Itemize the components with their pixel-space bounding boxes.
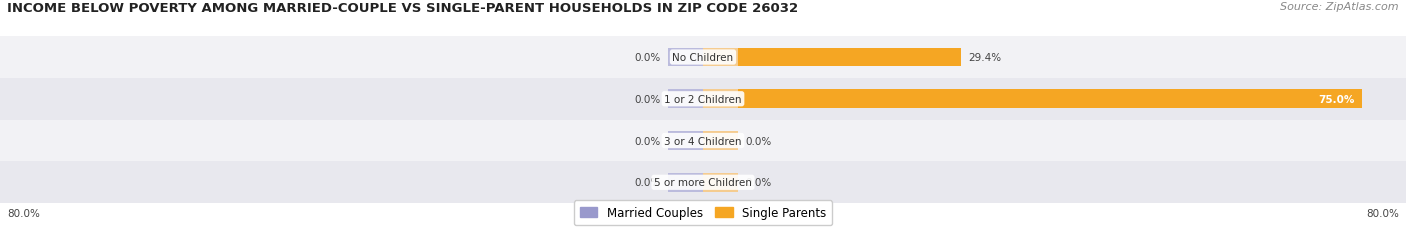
- Legend: Married Couples, Single Parents: Married Couples, Single Parents: [574, 201, 832, 225]
- Text: 80.0%: 80.0%: [7, 208, 39, 218]
- Text: 3 or 4 Children: 3 or 4 Children: [664, 136, 742, 146]
- Text: 0.0%: 0.0%: [745, 177, 772, 188]
- Bar: [0, 162, 1406, 203]
- Text: 0.0%: 0.0%: [634, 94, 661, 104]
- Text: 29.4%: 29.4%: [969, 53, 1001, 63]
- Bar: [0, 79, 1406, 120]
- Text: 0.0%: 0.0%: [634, 177, 661, 188]
- Bar: [703, 131, 738, 150]
- Bar: [668, 131, 703, 150]
- Text: 0.0%: 0.0%: [745, 136, 772, 146]
- Bar: [668, 49, 703, 67]
- Bar: [703, 173, 738, 192]
- Bar: [0, 37, 1406, 79]
- Text: 80.0%: 80.0%: [1367, 208, 1399, 218]
- Text: 0.0%: 0.0%: [634, 53, 661, 63]
- Bar: [703, 90, 738, 109]
- Text: 75.0%: 75.0%: [1319, 94, 1355, 104]
- Bar: [0, 120, 1406, 162]
- Text: 0.0%: 0.0%: [634, 136, 661, 146]
- Bar: [703, 90, 1362, 109]
- Text: No Children: No Children: [672, 53, 734, 63]
- Text: INCOME BELOW POVERTY AMONG MARRIED-COUPLE VS SINGLE-PARENT HOUSEHOLDS IN ZIP COD: INCOME BELOW POVERTY AMONG MARRIED-COUPL…: [7, 2, 799, 15]
- Text: 5 or more Children: 5 or more Children: [654, 177, 752, 188]
- Bar: [668, 90, 703, 109]
- Text: 1 or 2 Children: 1 or 2 Children: [664, 94, 742, 104]
- Text: Source: ZipAtlas.com: Source: ZipAtlas.com: [1281, 2, 1399, 12]
- Bar: [703, 49, 962, 67]
- Bar: [668, 173, 703, 192]
- Bar: [703, 49, 738, 67]
